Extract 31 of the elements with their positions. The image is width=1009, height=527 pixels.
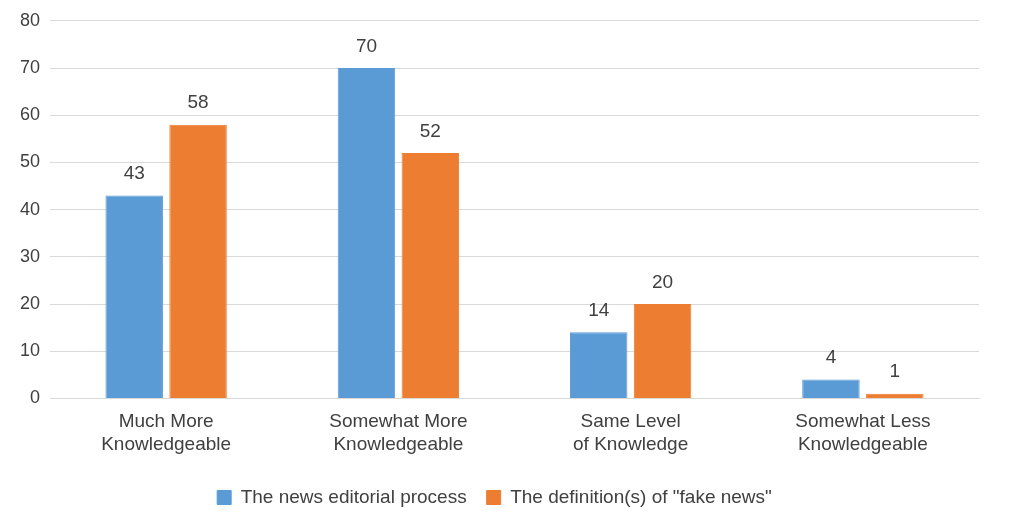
data-label: 4: [825, 346, 837, 368]
data-label: 58: [187, 91, 209, 113]
data-label: 52: [419, 119, 441, 141]
bar: [337, 68, 396, 398]
x-tick-label: Same Level of Knowledge: [573, 410, 689, 454]
x-tick-label: Somewhat Less Knowledgeable: [795, 410, 931, 454]
data-label: 20: [652, 270, 674, 292]
legend-label: The news editorial process: [240, 485, 467, 507]
x-tick-label: Somewhat More Knowledgeable: [329, 410, 468, 454]
y-tick-label: 60: [19, 104, 41, 125]
data-label: 14: [588, 299, 610, 321]
y-tick-label: 30: [19, 245, 41, 266]
bar: [866, 393, 924, 398]
y-tick-label: 70: [19, 56, 41, 77]
y-tick-label: 50: [19, 151, 41, 172]
bar: [401, 152, 460, 398]
y-tick-label: 80: [19, 9, 41, 30]
bar: [802, 379, 860, 398]
data-label: 70: [355, 34, 378, 56]
legend-label: The definition(s) of "fake news": [510, 485, 772, 507]
data-label: 43: [123, 162, 145, 184]
data-label: 1: [889, 360, 901, 382]
y-tick-label: 20: [19, 292, 41, 313]
y-tick-label: 10: [19, 340, 41, 361]
bar: [633, 304, 692, 398]
bar: [105, 195, 163, 398]
bar: [169, 124, 227, 398]
x-tick-label: Much More Knowledgeable: [101, 410, 232, 454]
y-tick-label: 0: [30, 387, 41, 408]
bar: [569, 332, 628, 398]
y-tick-label: 40: [19, 198, 41, 219]
